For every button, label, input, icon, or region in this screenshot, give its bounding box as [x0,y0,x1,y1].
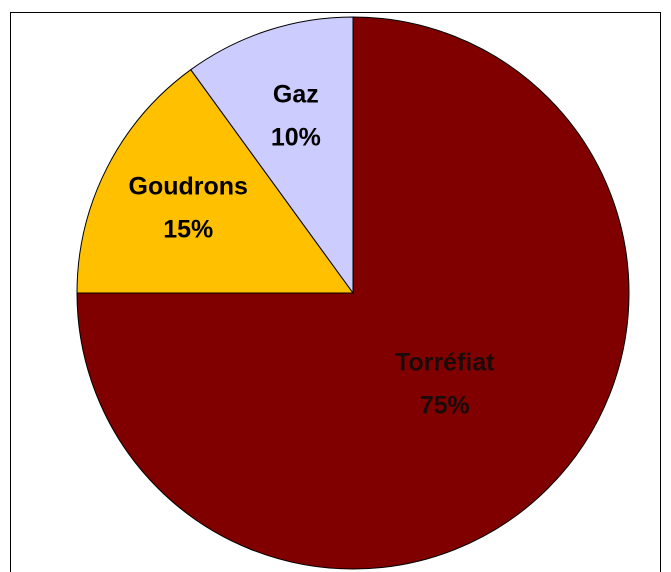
slice-name: Gaz [273,81,319,109]
slice-value-label: 10% [271,124,321,152]
slice-value-label: 75% [420,391,470,419]
slice-name: Goudrons [129,173,248,201]
pie-slice [76,16,630,570]
pie-slice [190,16,354,295]
pie-slice [76,69,354,294]
slice-name: Torréfiat [395,348,495,376]
slice-value-label: 15% [163,216,213,244]
